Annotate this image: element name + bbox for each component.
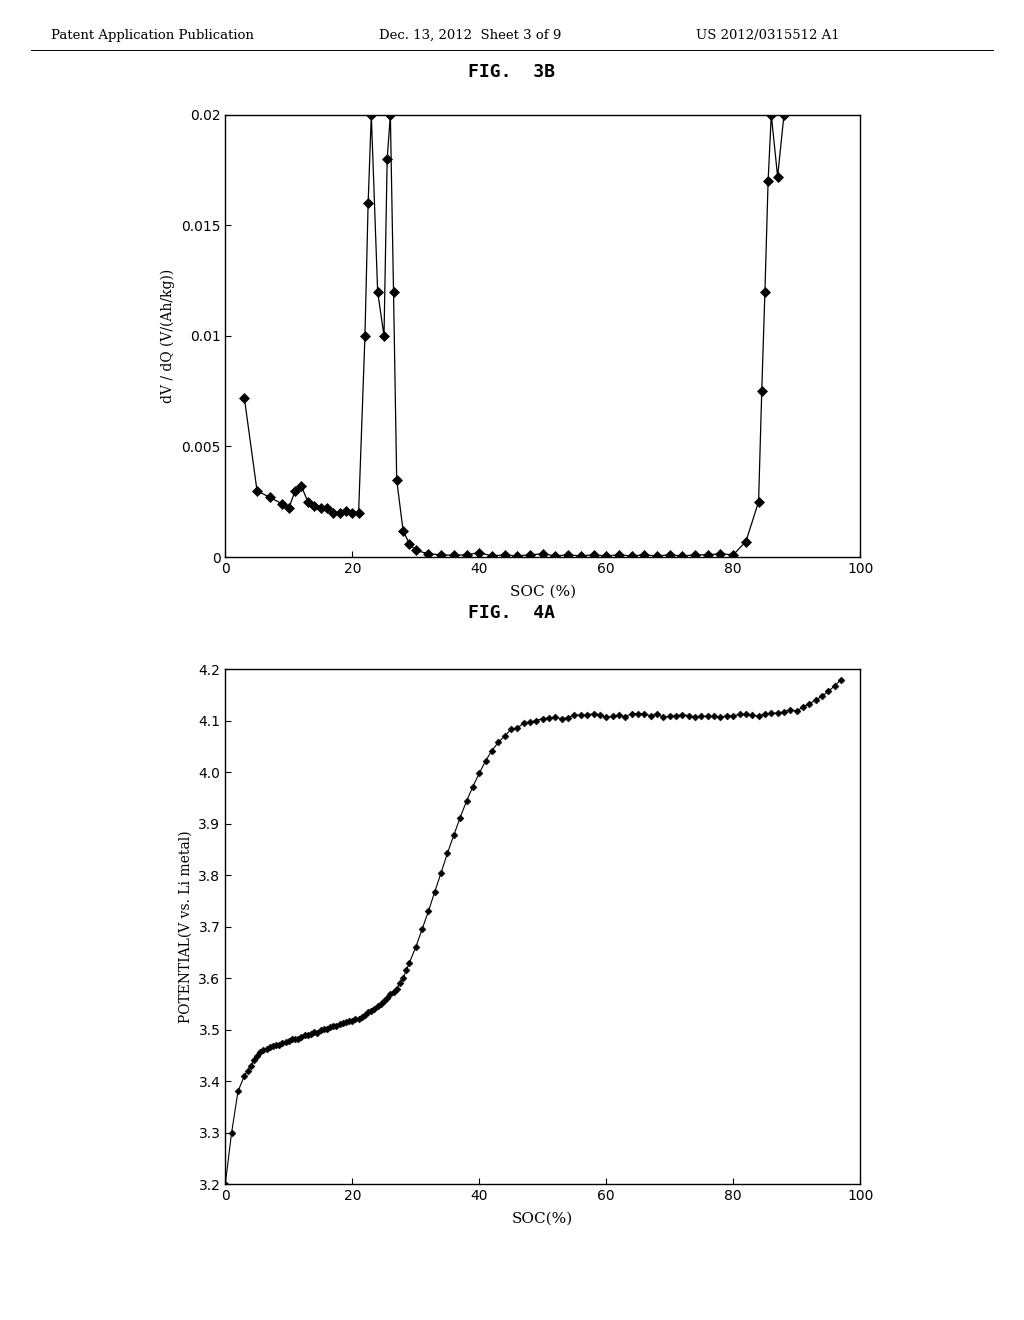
Text: Dec. 13, 2012  Sheet 3 of 9: Dec. 13, 2012 Sheet 3 of 9 [379,29,561,42]
Y-axis label: dV / dQ (V/(Ah/kg)): dV / dQ (V/(Ah/kg)) [161,269,175,403]
Text: FIG.  4A: FIG. 4A [469,603,555,622]
Text: US 2012/0315512 A1: US 2012/0315512 A1 [696,29,840,42]
X-axis label: SOC(%): SOC(%) [512,1212,573,1225]
Y-axis label: POTENTIAL(V vs. Li metal): POTENTIAL(V vs. Li metal) [179,830,193,1023]
Text: FIG.  3B: FIG. 3B [469,62,555,81]
Text: Patent Application Publication: Patent Application Publication [51,29,254,42]
X-axis label: SOC (%): SOC (%) [510,585,575,598]
